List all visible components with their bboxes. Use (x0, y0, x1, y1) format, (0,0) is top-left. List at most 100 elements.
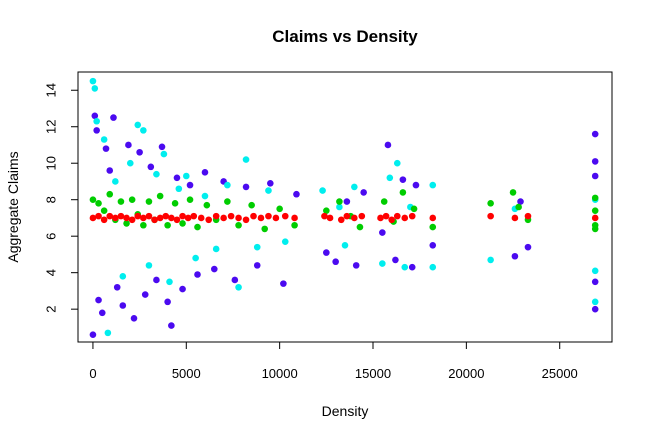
data-point (130, 314, 138, 322)
x-axis: 0 5000 10000 15000 20000 25000 (89, 341, 578, 381)
data-point (192, 254, 199, 262)
data-point (358, 212, 366, 220)
data-point (201, 169, 209, 176)
data-point (125, 141, 132, 149)
data-point (145, 212, 153, 220)
data-point (166, 278, 173, 286)
data-point (265, 187, 272, 194)
data-point (100, 207, 108, 214)
data-point (184, 214, 192, 222)
data-point (197, 214, 205, 222)
data-point (179, 220, 186, 227)
data-point (591, 298, 599, 306)
data-point (487, 200, 494, 207)
data-point (89, 77, 97, 85)
data-point (401, 263, 409, 271)
data-point (524, 243, 532, 251)
data-point (384, 141, 392, 149)
data-point (175, 185, 183, 193)
data-point (190, 212, 198, 220)
data-point (227, 212, 235, 220)
data-point (293, 190, 300, 198)
data-point (171, 200, 179, 207)
data-point (231, 276, 239, 284)
data-point (410, 205, 418, 213)
data-point (261, 225, 269, 233)
data-point (224, 181, 231, 189)
data-point (160, 150, 168, 158)
plot-frame (77, 71, 613, 343)
x-tick-label: 15000 (355, 366, 391, 381)
data-point (117, 198, 125, 205)
data-point (194, 223, 201, 231)
data-point (379, 260, 386, 267)
series-3 (89, 212, 599, 224)
data-point (194, 271, 201, 278)
data-point (220, 214, 227, 222)
data-point (235, 221, 242, 229)
data-point (382, 212, 390, 220)
y-tick-label: 8 (43, 196, 58, 203)
data-point (291, 214, 298, 222)
data-point (591, 214, 599, 222)
data-point (332, 258, 339, 266)
data-point (379, 229, 386, 236)
x-tick-label: 25000 (542, 366, 578, 381)
y-tick-label: 6 (43, 233, 58, 240)
data-points (89, 77, 599, 339)
data-point (591, 305, 599, 313)
data-point (591, 194, 599, 202)
data-point (140, 127, 147, 134)
data-point (106, 167, 114, 174)
x-tick-label: 5000 (172, 366, 201, 381)
data-point (336, 198, 343, 205)
data-point (591, 158, 599, 165)
data-point (399, 176, 407, 183)
data-point (401, 214, 409, 222)
data-point (377, 214, 384, 222)
data-point (147, 163, 155, 171)
data-point (412, 181, 420, 189)
y-tick-label: 2 (43, 306, 58, 313)
data-point (392, 256, 399, 264)
data-point (487, 256, 494, 264)
data-point (408, 212, 416, 220)
data-point (291, 221, 298, 229)
data-point (319, 187, 326, 194)
data-point (100, 136, 108, 143)
data-point (429, 181, 437, 189)
data-point (343, 198, 351, 205)
data-point (511, 252, 519, 260)
data-point (136, 148, 143, 156)
data-point (337, 216, 345, 224)
data-point (323, 249, 330, 256)
data-point (89, 214, 97, 222)
data-point (145, 198, 153, 205)
y-axis: 2 4 6 8 10 12 14 (43, 83, 79, 313)
data-point (591, 207, 599, 214)
x-tick-label: 20000 (448, 366, 484, 381)
data-point (164, 221, 171, 229)
data-point (156, 214, 164, 222)
data-point (280, 280, 287, 287)
data-point (112, 214, 119, 222)
data-point (509, 189, 517, 196)
data-point (336, 203, 343, 211)
data-point (186, 181, 194, 189)
data-point (343, 212, 351, 220)
data-point (201, 192, 209, 200)
data-point (119, 302, 127, 309)
data-point (100, 216, 108, 224)
y-axis-label: Aggregate Claims (5, 151, 21, 262)
data-point (242, 183, 250, 191)
data-point (267, 179, 274, 187)
data-point (110, 114, 117, 121)
data-point (242, 156, 250, 163)
data-point (123, 214, 130, 222)
data-point (91, 112, 99, 120)
data-point (106, 212, 114, 220)
data-point (591, 130, 599, 138)
data-point (265, 212, 272, 220)
data-point (515, 203, 522, 211)
